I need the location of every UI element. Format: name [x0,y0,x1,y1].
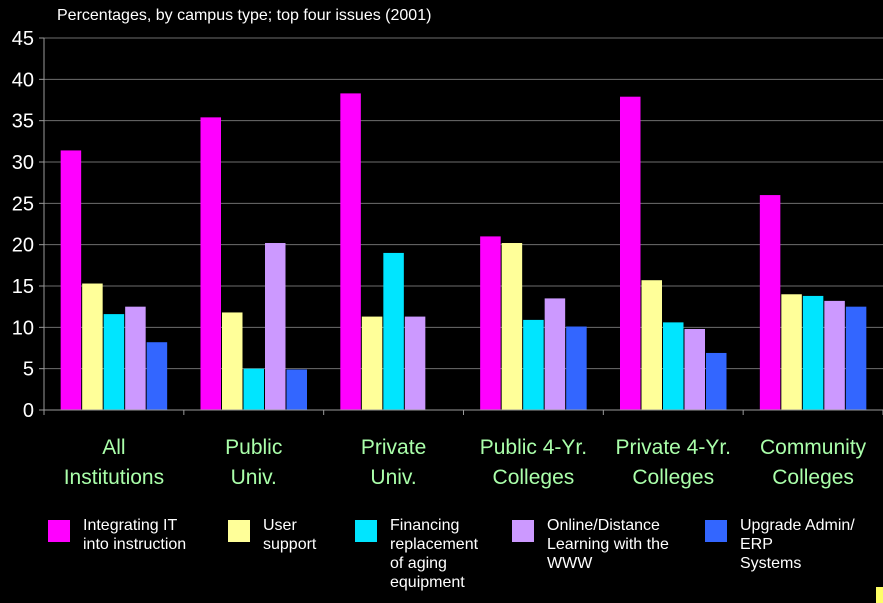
x-tick-label: Private 4-Yr. Colleges [615,436,731,489]
bar [480,236,501,410]
y-tick-label: 30 [12,152,34,174]
bar [60,150,82,410]
x-tick-label: All Institutions [64,436,164,489]
bar [544,298,566,410]
legend-item: Upgrade Admin/ ERP Systems [705,516,855,573]
y-tick-label: 25 [12,193,34,215]
legend-swatch [705,520,727,542]
x-tick-label: Public Univ. [225,436,282,489]
legend-item: Online/Distance Learning with the WWW [512,516,669,573]
y-tick-label: 15 [12,276,34,298]
y-tick-label: 20 [12,235,34,257]
bar [265,243,286,410]
bar [222,312,243,410]
legend-item: Integrating IT into instruction [48,516,186,554]
legend-label: User support [263,517,317,553]
bar [706,352,727,410]
x-tick-label: Private Univ. [361,436,426,489]
bar [125,306,146,410]
bar [340,93,361,411]
bars [60,93,867,411]
legend-swatch [355,520,377,542]
bar [566,326,587,410]
bar [759,195,781,410]
legend-swatch [48,520,70,542]
y-tick-label: 10 [12,317,34,339]
bar [361,316,383,410]
y-tick-label: 5 [23,359,34,381]
bar [383,252,404,410]
y-tick-label: 35 [12,111,34,133]
bar [523,319,544,410]
bar [200,117,221,411]
bar [641,280,662,410]
bar [286,369,307,410]
legend-label: Financing replacement of aging equipment [390,517,479,591]
bar [404,316,426,410]
legend-swatch [512,520,534,542]
bar [501,243,523,410]
bar [684,328,705,410]
corner-mark [876,587,883,603]
bar [781,294,802,410]
x-tick-label: Community Colleges [760,436,867,489]
legend-label: Online/Distance Learning with the WWW [547,517,669,572]
bar [845,306,867,410]
bar [802,295,824,410]
legend-swatch [228,520,250,542]
bar [663,322,684,410]
legend-label: Integrating IT into instruction [83,517,187,553]
legend-item: User support [228,516,316,554]
bar [824,300,845,410]
legend-label: Upgrade Admin/ ERP Systems [740,517,855,572]
chart-title: Percentages, by campus type; top four is… [57,7,431,24]
y-tick-label: 0 [23,400,34,422]
y-tick-label: 40 [12,69,34,91]
bar [620,96,641,411]
x-tick-label: Public 4-Yr. Colleges [480,436,587,489]
y-tick-label: 45 [12,28,34,50]
bar [82,283,103,410]
bar [146,342,168,410]
bar [103,314,125,410]
legend-item: Financing replacement of aging equipment [355,516,478,592]
x-axis: All Institutions Public Univ. Private Univ. Pu… [43,409,883,489]
grid-lines [44,37,883,370]
bar [243,368,264,410]
y-axis: 0 5 10 15 20 25 30 35 40 45 [12,28,45,422]
